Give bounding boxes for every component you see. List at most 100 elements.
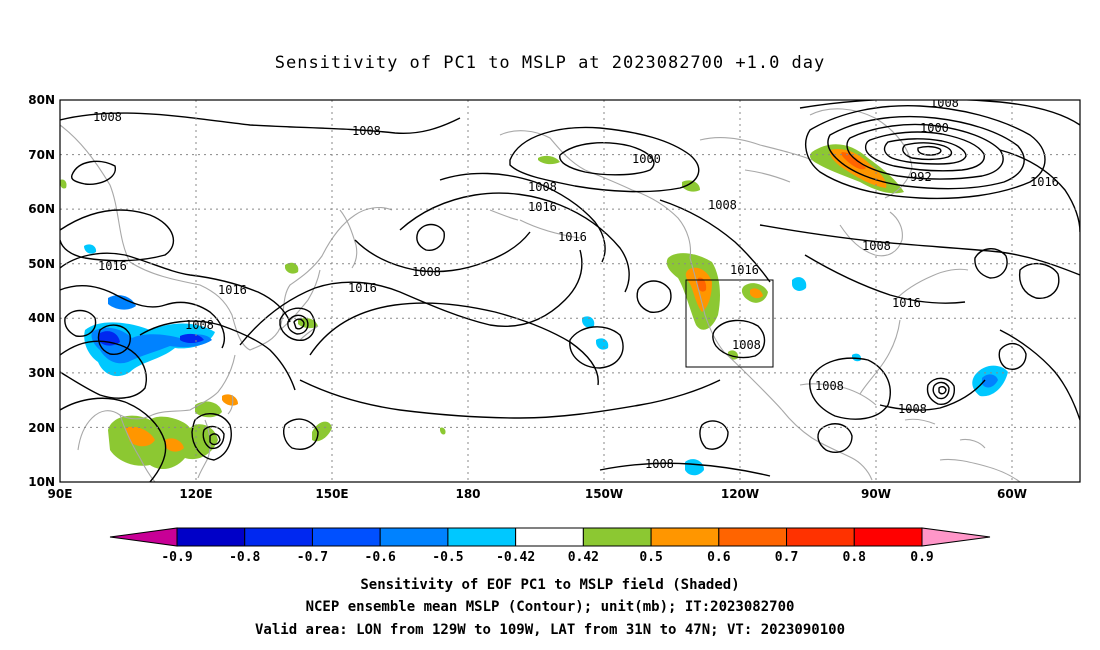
colorbar: -0.9 -0.8 -0.7 -0.6 -0.5 -0.42 0.42 0.5 0.6 0.7 0.… (109, 527, 991, 565)
lat-label: 50N (28, 257, 55, 271)
shade-blue-gulf-alaska (792, 277, 807, 291)
contour-1016-right (999, 149, 1080, 233)
contour-japan-low-inner (293, 318, 305, 330)
contour-label: 992 (910, 170, 932, 184)
colorbar-label: 0.5 (639, 550, 662, 565)
shade-orange-east-asia (125, 426, 184, 452)
shade-dark-blue-china (98, 331, 204, 346)
colorbar-label: 0.7 (775, 550, 798, 565)
contour-hurricane-inner (938, 386, 947, 395)
coast-arctic-canada (699, 136, 813, 183)
contour-japan-low-mid (287, 314, 309, 335)
shade-blue-small-1 (84, 244, 97, 254)
contour-1000-aleut-outer (509, 126, 700, 193)
latitude-labels: 80N 70N 60N 50N 40N 30N 20N 10N (28, 93, 55, 489)
contour-1016-pacific-main (239, 249, 583, 346)
contour-greenland-outer (804, 105, 1046, 200)
contour-greenland-3 (846, 123, 1004, 180)
lon-label: 90E (48, 487, 73, 501)
contour-1016-pacific-south (299, 379, 721, 419)
caption-line-1: Sensitivity of EOF PC1 to MSLP field (Sh… (360, 577, 739, 593)
colorbar-label: -0.7 (297, 550, 328, 565)
lat-label: 20N (28, 421, 55, 435)
lat-label: 70N (28, 148, 55, 162)
contour-1008-bering (354, 231, 531, 273)
contour-1008-south-east-pac (599, 462, 771, 477)
gridlines (60, 100, 1080, 482)
colorbar-box (650, 527, 720, 547)
contour-label: 1008 (645, 457, 674, 471)
shade-green-small-west (60, 179, 67, 189)
colorbar-label: 0.9 (910, 550, 933, 565)
colorbar-label: 0.8 (843, 550, 867, 565)
colorbar-label: -0.5 (432, 550, 463, 565)
colorbar-boxes (176, 527, 923, 547)
coast-china (77, 354, 236, 451)
contour-1008-valid-area (712, 319, 766, 359)
contour-left-low-1 (60, 285, 226, 349)
colorbar-label: -0.6 (365, 550, 396, 565)
contour-label: 1008 (185, 318, 214, 332)
contour-1008-se-us (879, 379, 986, 411)
shade-mid-blue-china (91, 327, 212, 364)
contour-label: 1016 (348, 281, 377, 295)
colorbar-label: -0.8 (229, 550, 260, 565)
contour-ring-left-1 (70, 160, 116, 185)
map-frame (59, 99, 1081, 483)
contour-label: 1016 (730, 263, 759, 277)
shade-green-small-east (440, 427, 446, 435)
contour-label: 1016 (892, 296, 921, 310)
lon-label: 150E (315, 487, 348, 501)
lon-label: 120W (721, 487, 759, 501)
contour-typhoon-mid (202, 425, 225, 450)
valid-area-box (685, 279, 774, 368)
colorbar-label: -0.42 (496, 550, 535, 565)
shade-blue-mid-pac (582, 316, 609, 350)
contour-greenland-core (917, 145, 942, 156)
contour-ring-baja (699, 420, 729, 450)
contour-labels: 1008 1008 1008 1000 1000 992 1016 1008 1… (93, 100, 1059, 471)
contour-label: 1008 (815, 379, 844, 393)
colorbar-label: -0.9 (161, 550, 192, 565)
coast-south-america (939, 458, 1021, 482)
coast-indochina (119, 414, 156, 482)
shade-green-wpac (312, 421, 332, 442)
shade-green-kuril (285, 262, 299, 274)
contour-label: 1008 (708, 198, 737, 212)
coast-alaska (499, 130, 692, 259)
lat-label: 40N (28, 311, 55, 325)
contour-hurricane-outer (926, 377, 955, 405)
contour-label: 1016 (218, 283, 247, 297)
coast-greenland (809, 108, 913, 199)
colorbar-box (447, 527, 517, 547)
contour-greenland-6 (902, 142, 953, 161)
contour-label: 1008 (732, 338, 761, 352)
shade-orange-idaho (750, 288, 763, 299)
coast-aleutians (489, 209, 581, 239)
contour-label: 1000 (920, 121, 949, 135)
contour-ring-tropics (817, 423, 853, 454)
contour-greenland-4 (864, 131, 985, 172)
colorbar-box (515, 527, 584, 547)
coastlines (60, 108, 1021, 482)
shade-midblue-atlantic (982, 374, 998, 388)
colorbar-box (853, 527, 923, 547)
contour-1016-atlantic-sub (999, 329, 1080, 421)
contour-1008-canada (759, 224, 1080, 276)
contour-ring-left-2 (60, 209, 175, 262)
coast-kamchatka (339, 206, 393, 269)
colorbar-box (176, 527, 246, 547)
chart-title: Sensitivity of PC1 to MSLP at 2023082700… (275, 53, 826, 73)
contour-label: 1016 (558, 230, 587, 244)
contour-label: 1008 (898, 402, 927, 416)
shade-darkorange-greenland (841, 152, 866, 170)
lat-label: 10N (28, 475, 55, 489)
caption-line-3: Valid area: LON from 129W to 109W, LAT f… (255, 622, 845, 638)
shade-darkorange-westcoast (697, 277, 707, 292)
contour-ring-south-pac (283, 418, 319, 450)
shade-orange-taiwan (222, 394, 238, 406)
coast-mexico (781, 409, 873, 481)
contour-label: 1016 (528, 200, 557, 214)
contour-pac-low-ring (569, 326, 624, 369)
